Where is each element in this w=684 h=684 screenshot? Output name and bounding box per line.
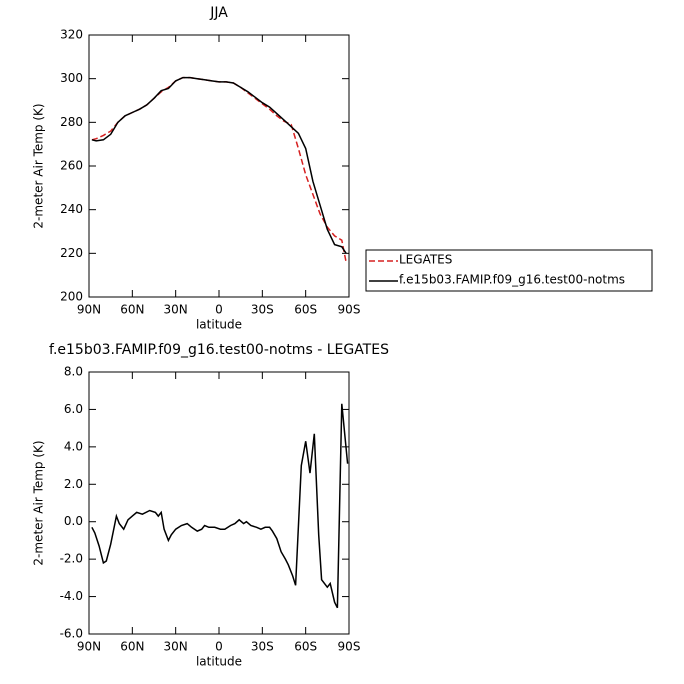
y-tick-label: 260	[60, 159, 83, 173]
y-tick-label: 6.0	[64, 402, 83, 416]
y-tick-label: 320	[60, 28, 83, 42]
y-axis-label: 2-meter Air Temp (K)	[32, 103, 46, 228]
plot-frame	[88, 34, 350, 298]
y-axis-label: 2-meter Air Temp (K)	[32, 440, 46, 565]
legend-label: LEGATES	[399, 253, 452, 267]
y-tick-label: 240	[60, 202, 83, 216]
chart-title: JJA	[209, 5, 228, 21]
y-tick-label: 2.0	[64, 477, 83, 491]
x-axis-label: latitude	[196, 655, 242, 669]
x-tick-label: 90S	[338, 303, 361, 317]
data-line	[91, 403, 349, 609]
x-tick-label: 30N	[164, 303, 188, 317]
y-tick-label: 220	[60, 246, 83, 260]
legend-box	[365, 249, 653, 292]
data-line	[91, 76, 347, 254]
y-tick-label: -4.0	[60, 589, 83, 603]
x-axis-label: latitude	[196, 318, 242, 332]
y-tick-label: -2.0	[60, 552, 83, 566]
y-tick-label: 280	[60, 115, 83, 129]
x-tick-label: 90N	[77, 640, 101, 654]
x-tick-label: 0	[215, 303, 223, 317]
legend-label: f.e15b03.FAMIP.f09_g16.test00-notms	[399, 273, 625, 287]
x-tick-label: 0	[215, 640, 223, 654]
y-tick-label: 200	[60, 290, 83, 304]
plot-frame	[88, 371, 350, 635]
data-line	[91, 76, 347, 263]
x-tick-label: 90S	[338, 640, 361, 654]
y-tick-label: -6.0	[60, 627, 83, 641]
chart-title: f.e15b03.FAMIP.f09_g16.test00-notms - LE…	[49, 342, 389, 358]
x-tick-label: 90N	[77, 303, 101, 317]
x-tick-label: 30N	[164, 640, 188, 654]
y-tick-label: 4.0	[64, 439, 83, 453]
y-tick-label: 8.0	[64, 365, 83, 379]
x-tick-label: 60S	[294, 303, 317, 317]
y-tick-label: 0.0	[64, 514, 83, 528]
x-tick-label: 60S	[294, 640, 317, 654]
x-tick-label: 60N	[120, 303, 144, 317]
x-tick-label: 30S	[251, 303, 274, 317]
y-tick-label: 300	[60, 71, 83, 85]
x-tick-label: 60N	[120, 640, 144, 654]
x-tick-label: 30S	[251, 640, 274, 654]
